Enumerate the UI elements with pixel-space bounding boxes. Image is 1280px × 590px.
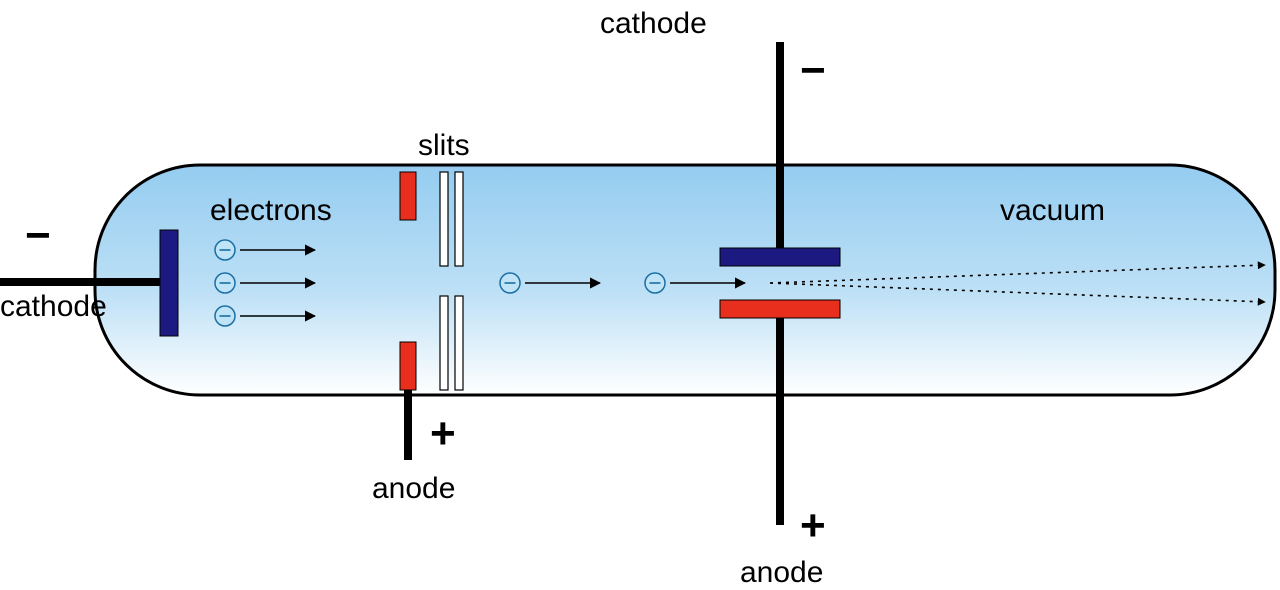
slits-anode-plus-sign: + (430, 409, 456, 458)
slits-anode-bottom-plate (400, 342, 416, 390)
vacuum-label: vacuum (1000, 194, 1105, 227)
deflect-anode-label: anode (740, 556, 823, 589)
deflect-anode-plate (720, 300, 840, 318)
deflect-cathode-plate (720, 248, 840, 266)
deflect-cathode-label: cathode (600, 7, 707, 40)
slit-rect-3 (455, 296, 463, 390)
slits-anode-label: anode (372, 472, 455, 505)
cathode-left-plate (160, 230, 178, 336)
deflect-anode-plus-sign: + (800, 501, 826, 550)
cathode-left-minus-sign: − (25, 211, 51, 260)
slit-rect-2 (455, 172, 463, 266)
slits-label: slits (418, 129, 470, 162)
deflect-cathode-minus-sign: − (800, 46, 826, 95)
slit-rect-0 (440, 172, 448, 266)
cathode-left-label: cathode (0, 290, 107, 323)
electrons-label: electrons (210, 194, 332, 227)
slit-rect-1 (440, 296, 448, 390)
slits-anode-top-plate (400, 172, 416, 220)
